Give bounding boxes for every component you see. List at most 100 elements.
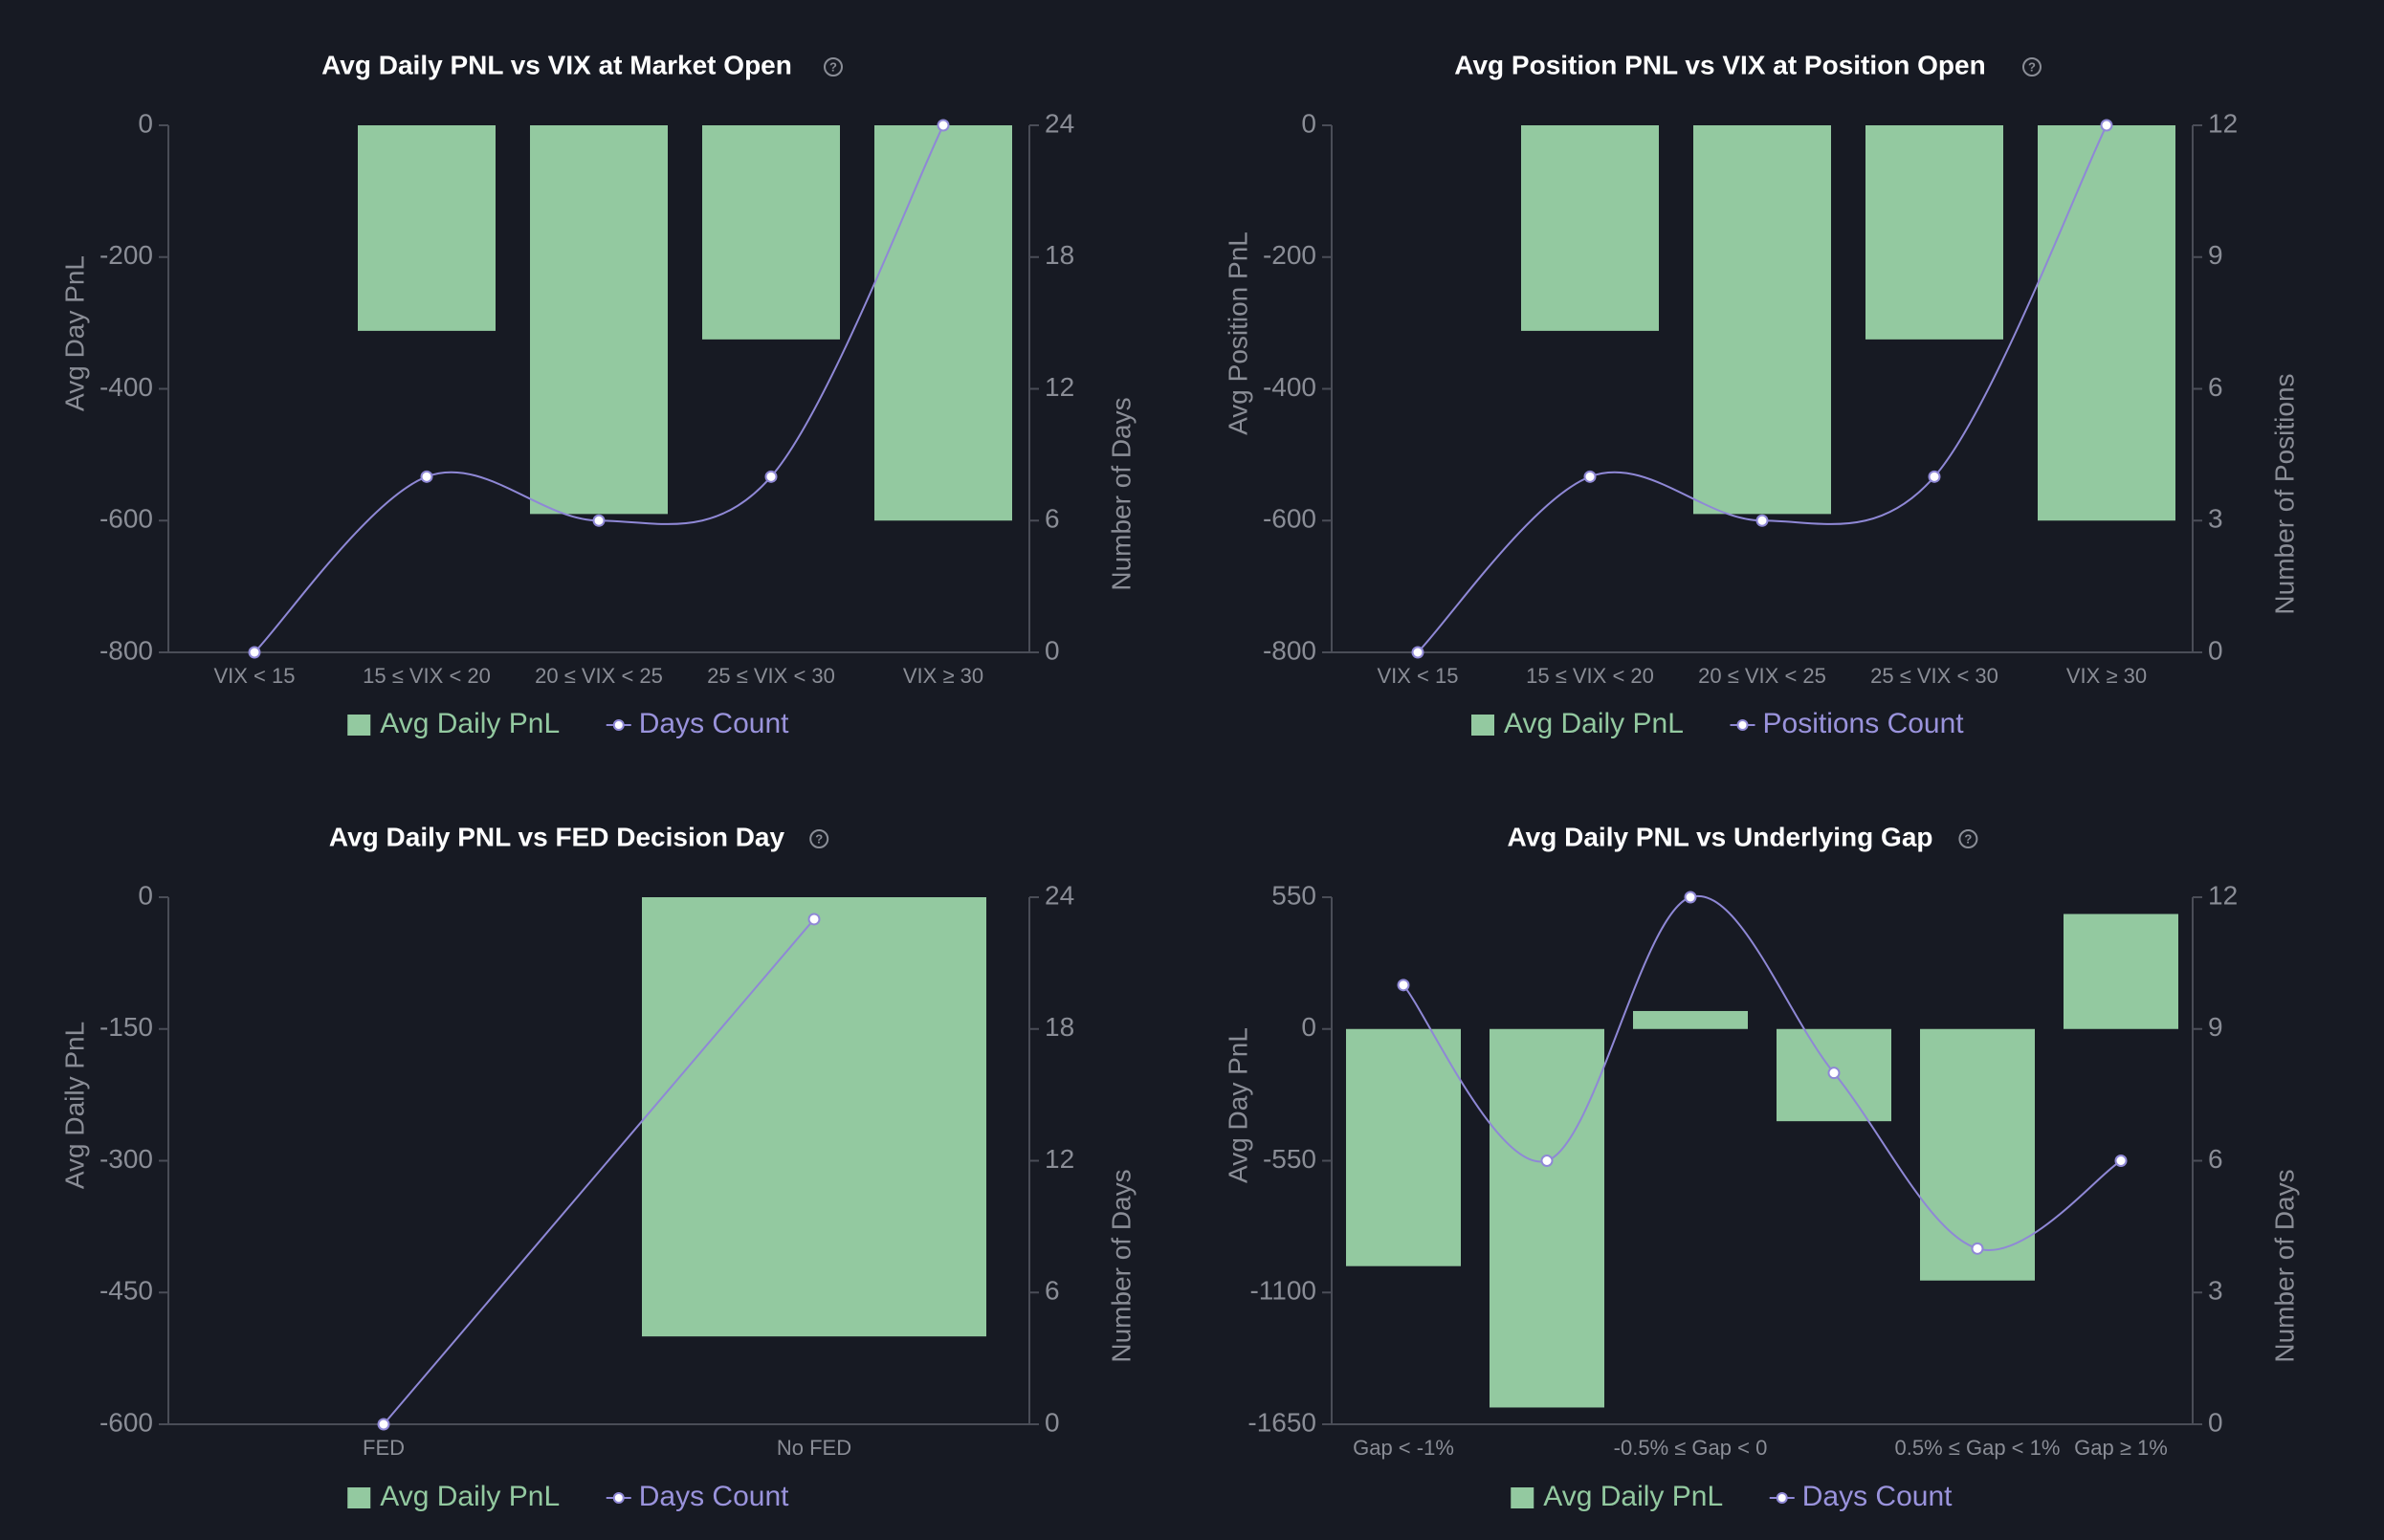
line-point-2[interactable]: [420, 470, 433, 483]
y-tick-label: -1100: [1249, 1276, 1316, 1306]
line-point-2[interactable]: [1583, 470, 1597, 483]
svg-text:?: ?: [829, 59, 837, 74]
chart-panel-2: Avg Position PNL vs VIX at Position Open…: [1223, 50, 2299, 739]
line-point-1[interactable]: [248, 646, 261, 659]
line-point-4[interactable]: [1928, 470, 1941, 483]
line-point-2[interactable]: [807, 913, 821, 926]
x-tick-label: VIX < 15: [213, 664, 295, 688]
legend-item-line[interactable]: Days Count: [606, 1481, 789, 1512]
legend-line-label: Days Count: [639, 708, 789, 739]
line-point-4[interactable]: [764, 470, 778, 483]
x-tick-label: VIX ≥ 30: [903, 664, 983, 688]
y-tick-label: 550: [1271, 880, 1316, 910]
bar-5[interactable]: [874, 125, 1012, 521]
y2-tick-label: 9: [2208, 240, 2223, 270]
x-tick-label: 20 ≤ VIX < 25: [1698, 664, 1826, 688]
y2-axis-title: Number of Positions: [2269, 373, 2299, 614]
chart-title: Avg Daily PNL vs VIX at Market Open: [321, 50, 792, 79]
bar-1[interactable]: [1346, 1028, 1461, 1266]
legend-line-marker: [612, 1492, 625, 1504]
legend-line-marker: [612, 719, 625, 731]
chart-title: Avg Daily PNL vs Underlying Gap: [1507, 822, 1932, 851]
bar-3[interactable]: [1633, 1010, 1748, 1029]
y2-axis-title: Number of Days: [1106, 397, 1136, 590]
y-tick-label: -600: [1263, 504, 1316, 534]
y2-tick-label: 18: [1045, 240, 1074, 270]
legend-bar-swatch: [347, 715, 371, 736]
bar-2[interactable]: [1521, 125, 1659, 331]
chart-panel-4: Avg Daily PNL vs Underlying Gap ? 550 0 -550…: [1223, 822, 2299, 1512]
legend: Avg Daily PnL Positions Count: [1471, 708, 1964, 739]
y-axis-title: Avg Day PnL: [1223, 1027, 1252, 1183]
line-point-1[interactable]: [1397, 979, 1410, 992]
line-point-3[interactable]: [1755, 514, 1769, 527]
y2-tick-label: 12: [2208, 880, 2238, 910]
bar-2[interactable]: [1490, 1028, 1604, 1408]
legend-bar-swatch: [1511, 1487, 1534, 1508]
line-point-1[interactable]: [377, 1418, 390, 1431]
bar-5[interactable]: [1920, 1028, 2035, 1281]
question-circle-icon[interactable]: ?: [1958, 829, 1978, 848]
legend-line-label: Positions Count: [1763, 708, 1965, 739]
bar-6[interactable]: [2064, 913, 2178, 1029]
y2-tick-label: 12: [1045, 1144, 1074, 1174]
legend-bar-label: Avg Daily PnL: [380, 1481, 560, 1512]
legend: Avg Daily PnL Days Count: [347, 708, 789, 739]
x-tick-label: VIX < 15: [1377, 664, 1458, 688]
legend-item-line[interactable]: Days Count: [606, 708, 789, 739]
chart-title: Avg Daily PNL vs FED Decision Day: [329, 822, 785, 851]
legend-item-bar[interactable]: Avg Daily PnL: [1471, 708, 1684, 739]
x-tick-label: 0.5% ≤ Gap < 1%: [1895, 1436, 2061, 1460]
chart-panel-3: Avg Daily PNL vs FED Decision Day ? 0 -150 -…: [59, 822, 1136, 1512]
legend-item-bar[interactable]: Avg Daily PnL: [347, 708, 560, 739]
x-tick-label: VIX ≥ 30: [2066, 664, 2147, 688]
legend-line-label: Days Count: [639, 1481, 789, 1512]
bar-3[interactable]: [530, 125, 668, 515]
legend: Avg Daily PnL Days Count: [1511, 1481, 1953, 1512]
legend-item-bar[interactable]: Avg Daily PnL: [1511, 1481, 1723, 1512]
bar-4[interactable]: [1865, 125, 2003, 340]
series-line: [383, 918, 815, 1425]
line-point-3[interactable]: [1684, 891, 1697, 904]
legend-bar-label: Avg Daily PnL: [1543, 1481, 1723, 1512]
line-point-6[interactable]: [2114, 1155, 2128, 1167]
question-circle-icon[interactable]: ?: [824, 57, 843, 77]
y-tick-label: -800: [1263, 635, 1316, 665]
y-axis-title: Avg Day PnL: [59, 255, 89, 411]
y2-tick-label: 12: [1045, 372, 1074, 402]
legend: Avg Daily PnL Days Count: [347, 1481, 789, 1512]
line-point-1[interactable]: [1411, 646, 1424, 659]
line-point-5[interactable]: [1971, 1242, 1984, 1255]
y2-tick-label: 18: [1045, 1012, 1074, 1042]
legend-item-line[interactable]: Days Count: [1769, 1481, 1953, 1512]
y-tick-label: -600: [99, 504, 153, 534]
question-circle-icon[interactable]: ?: [2022, 57, 2042, 77]
bar-5[interactable]: [2038, 125, 2175, 521]
line-point-5[interactable]: [2100, 119, 2113, 132]
line-point-3[interactable]: [592, 514, 606, 527]
question-circle-icon[interactable]: ?: [809, 829, 829, 848]
bar-2[interactable]: [642, 897, 986, 1337]
bar-3[interactable]: [1693, 125, 1831, 515]
y-tick-label: -200: [1263, 240, 1316, 270]
line-point-2[interactable]: [1540, 1155, 1554, 1167]
x-tick-label: 25 ≤ VIX < 30: [1870, 664, 1998, 688]
x-tick-label: 15 ≤ VIX < 20: [1526, 664, 1654, 688]
y-tick-label: -450: [99, 1276, 153, 1306]
x-tick-label: -0.5% ≤ Gap < 0: [1614, 1436, 1768, 1460]
legend-item-line[interactable]: Positions Count: [1730, 708, 1965, 739]
y2-tick-label: 0: [2208, 635, 2223, 665]
legend-bar-label: Avg Daily PnL: [380, 708, 560, 739]
legend-item-bar[interactable]: Avg Daily PnL: [347, 1481, 560, 1512]
y-tick-label: 0: [1301, 1012, 1316, 1042]
legend-line-marker: [1776, 1492, 1788, 1504]
y2-tick-label: 6: [1045, 504, 1060, 534]
line-point-4[interactable]: [1827, 1067, 1841, 1080]
bar-4[interactable]: [702, 125, 840, 340]
y2-tick-label: 24: [1045, 108, 1074, 138]
line-point-5[interactable]: [937, 119, 950, 132]
y2-tick-label: 6: [2208, 1144, 2223, 1174]
legend-bar-label: Avg Daily PnL: [1504, 708, 1684, 739]
bar-2[interactable]: [358, 125, 496, 331]
